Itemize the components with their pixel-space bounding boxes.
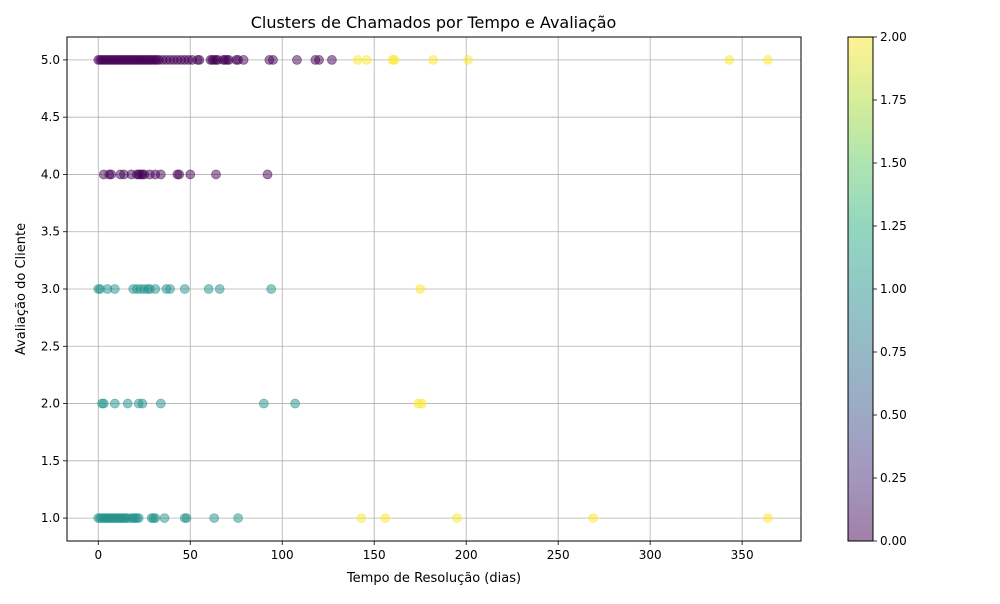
data-point — [327, 55, 337, 65]
data-point — [181, 513, 192, 523]
y-axis-ticks: 1.0 1.5 2.0 2.5 3.0 3.5 4.0 4.5 5.0 — [41, 53, 67, 525]
colorbar-ticks: 0.00 0.25 0.50 0.75 1.00 1.25 1.50 1.75 2.00 — [873, 30, 907, 548]
colorbar-tick-label: 0.25 — [880, 471, 907, 485]
y-tick-label: 2.0 — [41, 397, 60, 411]
x-axis-label: Tempo de Resolução (dias) — [346, 571, 521, 586]
data-point — [314, 55, 324, 65]
x-tick-label: 50 — [183, 548, 198, 562]
y-tick-label: 1.0 — [41, 511, 60, 525]
x-tick-label: 150 — [363, 548, 386, 562]
data-point — [238, 55, 249, 65]
colorbar-tick-label: 1.00 — [880, 282, 907, 296]
data-point — [122, 398, 133, 409]
x-tick-label: 200 — [455, 548, 478, 562]
y-tick-label: 4.0 — [41, 167, 60, 181]
data-point — [155, 169, 166, 180]
data-point — [762, 55, 773, 65]
data-point — [155, 398, 166, 409]
data-point — [106, 169, 117, 180]
colorbar-tick-label: 1.25 — [880, 219, 907, 233]
data-point — [209, 513, 220, 523]
data-point — [290, 398, 301, 409]
data-point — [356, 513, 367, 523]
data-point — [258, 398, 269, 409]
data-point — [165, 284, 175, 294]
colorbar-tick-label: 1.75 — [880, 93, 907, 107]
data-point — [266, 284, 277, 294]
data-point — [214, 284, 225, 294]
data-point — [150, 284, 161, 294]
data-point — [428, 55, 438, 65]
data-point — [137, 398, 148, 409]
data-point — [463, 55, 473, 65]
data-point — [380, 513, 391, 523]
y-tick-label: 2.5 — [41, 339, 60, 353]
data-point — [352, 55, 363, 65]
colorbar-tick-label: 2.00 — [880, 30, 907, 44]
x-tick-label: 350 — [731, 548, 754, 562]
data-point — [194, 55, 205, 65]
colorbar-tick-label: 0.50 — [880, 408, 907, 422]
data-point — [292, 55, 302, 65]
data-point — [452, 513, 462, 523]
data-point — [588, 513, 599, 523]
data-point — [211, 169, 221, 180]
colorbar-tick-label: 0.75 — [880, 345, 907, 359]
data-point — [150, 513, 161, 523]
colorbar-tick-label: 0.00 — [880, 534, 907, 548]
data-point — [762, 513, 773, 523]
colorbar — [848, 37, 873, 541]
data-point — [159, 513, 170, 523]
data-point — [415, 284, 426, 294]
data-point — [185, 169, 196, 180]
data-point — [174, 169, 185, 180]
data-point — [724, 55, 735, 65]
y-axis-label: Avaliação do Cliente — [14, 223, 29, 355]
x-tick-label: 250 — [547, 548, 570, 562]
y-tick-label: 5.0 — [41, 53, 60, 67]
y-tick-label: 3.0 — [41, 282, 60, 296]
colorbar-tick-label: 1.50 — [880, 156, 907, 170]
data-points — [93, 55, 773, 523]
x-tick-label: 300 — [639, 548, 662, 562]
data-point — [203, 284, 214, 294]
x-tick-label: 100 — [271, 548, 294, 562]
data-point — [109, 398, 120, 409]
data-point — [233, 513, 243, 523]
data-point — [262, 169, 273, 180]
x-tick-label: 0 — [94, 548, 102, 562]
data-point — [389, 55, 400, 65]
y-tick-label: 3.5 — [41, 225, 60, 239]
y-tick-label: 4.5 — [41, 110, 60, 124]
x-axis-ticks: 0 50 100 150 200 250 300 350 — [94, 541, 754, 562]
data-point — [133, 513, 144, 523]
y-tick-label: 1.5 — [41, 454, 60, 468]
data-point — [268, 55, 278, 65]
data-point — [417, 398, 427, 409]
data-point — [109, 284, 120, 294]
gridlines — [67, 37, 801, 541]
data-point — [179, 284, 190, 294]
data-point — [98, 398, 109, 409]
chart-title: Clusters de Chamados por Tempo e Avaliaç… — [251, 13, 617, 32]
data-point — [361, 55, 372, 65]
